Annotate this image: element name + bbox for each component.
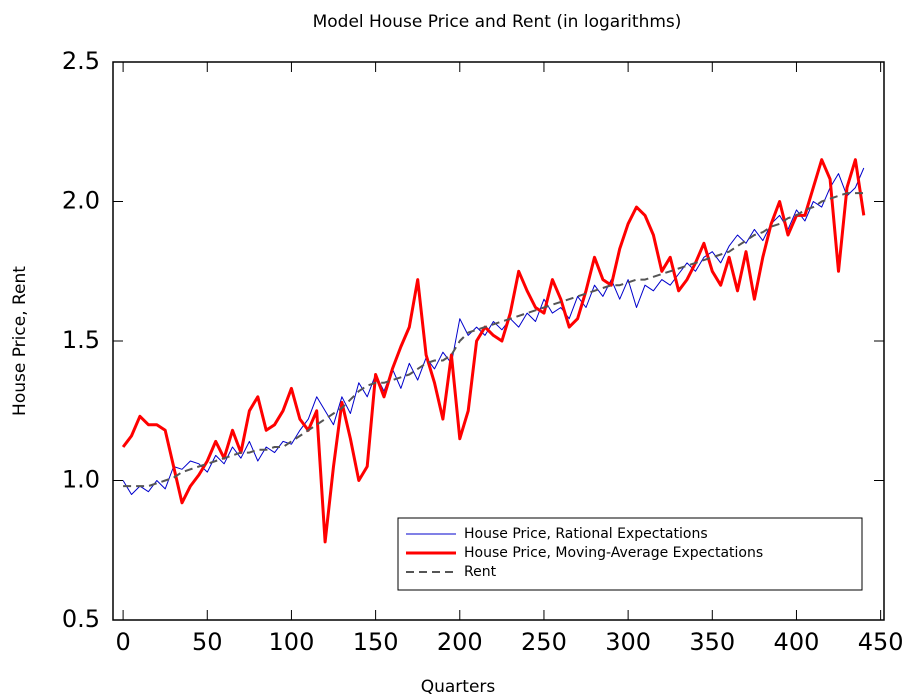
x-tick-label: 400	[774, 628, 820, 656]
y-tick-label: 2.5	[62, 47, 100, 75]
y-tick-label: 2.0	[62, 187, 100, 215]
x-tick-label: 300	[605, 628, 651, 656]
legend-label: House Price, Moving-Average Expectations	[464, 545, 763, 561]
x-tick-label: 0	[115, 628, 130, 656]
x-tick-label: 50	[192, 628, 223, 656]
legend-box	[397, 517, 863, 591]
chart-title: Model House Price and Rent (in logarithm…	[313, 12, 682, 32]
legend-label: Rent	[464, 564, 497, 580]
y-tick-label: 1.5	[62, 326, 100, 354]
x-tick-label: 450	[858, 628, 904, 656]
y-tick-label: 0.5	[62, 605, 100, 633]
x-tick-label: 100	[269, 628, 315, 656]
x-tick-label: 350	[689, 628, 735, 656]
series-line	[121, 158, 866, 544]
series-line	[123, 192, 864, 488]
x-tick-label: 150	[353, 628, 399, 656]
y-tick-label: 1.0	[62, 466, 100, 494]
series-line	[122, 167, 865, 495]
x-tick-label: 200	[437, 628, 483, 656]
y-axis-label: House Price, Rent	[10, 266, 30, 416]
x-tick-label: 250	[521, 628, 567, 656]
legend-label: House Price, Rational Expectations	[464, 526, 708, 542]
x-axis-label: Quarters	[421, 677, 496, 697]
